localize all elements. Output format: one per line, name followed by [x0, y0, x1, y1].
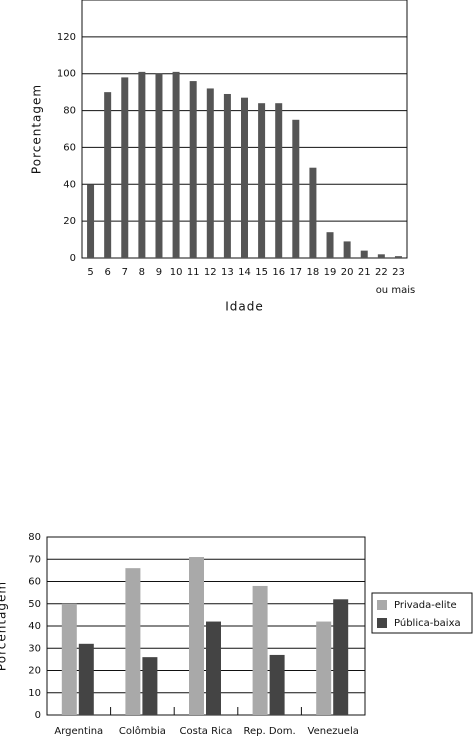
- bar: [258, 103, 266, 258]
- y-axis-label: Porcentagem: [30, 84, 44, 174]
- legend-label: Pública-baixa: [394, 617, 461, 629]
- x-tick-label: 6: [104, 267, 110, 278]
- bar: [206, 88, 214, 258]
- x-tick-label: 19: [324, 267, 337, 278]
- y-tick-label: 40: [63, 179, 76, 190]
- x-tick-note: ou mais: [376, 285, 416, 296]
- y-tick-label: 100: [57, 69, 76, 80]
- bar: [125, 568, 141, 715]
- y-tick-label: 0: [35, 710, 41, 721]
- bar: [252, 585, 268, 715]
- x-tick-label: 7: [122, 267, 128, 278]
- legend-box: [371, 592, 473, 634]
- bar: [223, 93, 231, 258]
- x-tick-label: 16: [272, 267, 285, 278]
- bar: [309, 167, 317, 258]
- y-tick-label: 50: [28, 599, 41, 610]
- y-tick-label: 10: [28, 688, 41, 699]
- x-axis-label: Idade: [225, 300, 264, 314]
- bar: [360, 250, 368, 258]
- y-axis-label: Porcentagem: [0, 581, 9, 671]
- bar: [206, 621, 221, 715]
- bar: [61, 603, 77, 715]
- y-tick-label: 20: [28, 666, 41, 677]
- y-tick-label: 80: [63, 106, 76, 117]
- bar: [394, 256, 402, 258]
- bar: [333, 599, 349, 715]
- y-tick-label: 20: [63, 216, 76, 227]
- y-tick-label: 40: [28, 621, 41, 632]
- x-tick-label: 14: [238, 267, 251, 278]
- x-tick-label: Costa Rica: [180, 726, 233, 737]
- bar: [316, 621, 332, 715]
- bar: [343, 241, 351, 258]
- x-tick-label: 11: [187, 267, 200, 278]
- bar: [189, 557, 204, 715]
- x-tick-label: 22: [375, 267, 388, 278]
- y-tick-label: 70: [28, 554, 41, 565]
- x-tick-label: 18: [307, 267, 320, 278]
- y-tick-label: 60: [63, 142, 76, 153]
- x-tick-label: Argentina: [54, 726, 103, 737]
- bar: [172, 71, 180, 258]
- bar: [269, 654, 285, 715]
- x-tick-label: 8: [139, 267, 145, 278]
- y-tick-label: 0: [70, 253, 76, 264]
- bar: [326, 232, 334, 258]
- bar: [377, 254, 385, 258]
- bar: [292, 119, 300, 259]
- x-tick-label: 12: [204, 267, 217, 278]
- x-tick-label: 9: [156, 267, 162, 278]
- bar: [275, 103, 283, 258]
- x-tick-label: 5: [87, 267, 93, 278]
- x-tick-label: 15: [255, 267, 268, 278]
- legend-label: Privada-elite: [394, 600, 457, 611]
- bar: [189, 81, 197, 258]
- bar: [87, 184, 95, 258]
- x-tick-label: 20: [341, 267, 354, 278]
- legend-swatch: [377, 618, 387, 628]
- x-tick-label: 17: [289, 267, 302, 278]
- y-tick-label: 30: [28, 643, 41, 654]
- x-tick-label: 21: [358, 267, 371, 278]
- x-tick-label: Colômbia: [119, 725, 166, 737]
- x-tick-label: 10: [170, 267, 183, 278]
- bar: [155, 73, 163, 258]
- legend-swatch: [377, 600, 387, 610]
- bar: [78, 643, 94, 715]
- bar: [241, 97, 248, 259]
- x-tick-label: 23: [392, 267, 405, 278]
- bar: [104, 92, 112, 259]
- x-tick-label: Rep. Dom.: [244, 726, 296, 737]
- bar: [138, 71, 146, 258]
- bar: [121, 77, 129, 259]
- y-tick-label: 80: [28, 532, 41, 543]
- y-tick-label: 120: [57, 32, 76, 43]
- x-tick-label: 13: [221, 267, 234, 278]
- bar: [142, 657, 158, 715]
- y-tick-label: 60: [28, 577, 41, 588]
- x-tick-label: Venezuela: [308, 726, 359, 737]
